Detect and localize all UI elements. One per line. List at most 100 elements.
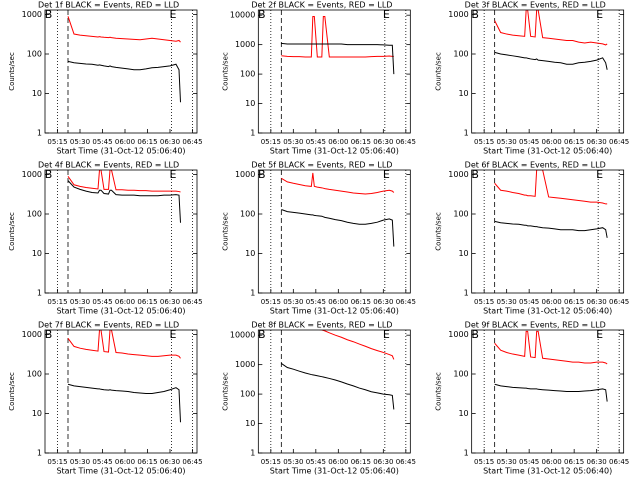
panel-title: Det 8f BLACK = Events, RED = LLD (251, 321, 392, 330)
x-tick-label: 06:15 (137, 298, 157, 306)
x-tick-label: 06:00 (542, 458, 562, 466)
x-tick-label: 06:15 (351, 458, 371, 466)
panel: Det 9f BLACK = Events, RED = LLD Start Ti… (435, 321, 630, 476)
annotation: E (383, 168, 390, 181)
y-tick-label: 10000 (230, 11, 255, 20)
x-tick-label: 06:30 (373, 298, 393, 306)
y-tick-label: 10 (32, 409, 42, 418)
y-tick-label: 10 (458, 89, 468, 98)
x-tick-label: 05:30 (283, 138, 303, 146)
data-line (67, 383, 181, 423)
data-line (281, 209, 395, 247)
x-tick-label: 06:45 (609, 298, 629, 306)
data-line (494, 330, 608, 365)
data-line (494, 383, 608, 402)
x-tick-label: 06:15 (564, 298, 584, 306)
panel: Det 1f BLACK = Events, RED = LLD Start Ti… (8, 1, 203, 156)
panel: Det 8f BLACK = Events, RED = LLD Start Ti… (221, 321, 416, 476)
x-tick-label: 05:30 (497, 138, 517, 146)
plot-frame (471, 169, 625, 294)
x-tick-label: 05:15 (47, 458, 67, 466)
x-tick-label: 06:45 (609, 138, 629, 146)
panel-title: Det 7f BLACK = Events, RED = LLD (38, 321, 179, 330)
data-line (281, 16, 394, 58)
data-line (494, 51, 608, 70)
x-tick-label: 05:30 (283, 298, 303, 306)
x-tick-label: 05:30 (283, 458, 303, 466)
x-tick-label: 06:00 (115, 298, 135, 306)
x-tick-label: 05:30 (497, 298, 517, 306)
y-axis-label: Counts/sec (8, 52, 16, 91)
x-tick-label: 06:00 (328, 138, 348, 146)
plot-frame (44, 169, 198, 294)
x-tick-label: 05:15 (261, 138, 281, 146)
x-tick-label: 06:30 (587, 458, 607, 466)
plot-frame (44, 329, 198, 454)
y-tick-label: 1000 (235, 40, 255, 49)
y-tick-label: 100 (453, 50, 468, 59)
panel: Det 4f BLACK = Events, RED = LLD Start Ti… (8, 161, 203, 316)
y-tick-label: 10 (32, 249, 42, 258)
y-tick-label: 100 (453, 370, 468, 379)
annotation: E (170, 168, 177, 181)
x-tick-label: 06:30 (373, 138, 393, 146)
panel-title: Det 5f BLACK = Events, RED = LLD (251, 161, 392, 170)
x-tick-label: 05:15 (47, 138, 67, 146)
x-axis-label: Start Time (31-Oct-12 05:06:40) (483, 467, 612, 476)
x-tick-label: 05:15 (47, 298, 67, 306)
y-tick-label: 1 (250, 449, 255, 458)
x-tick-label: 06:30 (587, 138, 607, 146)
annotation: E (596, 168, 603, 181)
x-axis-label: Start Time (31-Oct-12 05:06:40) (270, 147, 399, 156)
data-line (281, 363, 395, 410)
x-tick-label: 06:30 (587, 298, 607, 306)
x-tick-label: 06:45 (182, 138, 202, 146)
panel-title: Det 4f BLACK = Events, RED = LLD (38, 161, 179, 170)
y-tick-label: 1000 (235, 170, 255, 179)
y-tick-label: 100 (453, 210, 468, 219)
y-tick-label: 1000 (235, 360, 255, 369)
y-tick-label: 1 (37, 129, 42, 138)
x-tick-label: 06:00 (328, 298, 348, 306)
x-tick-label: 05:30 (497, 458, 517, 466)
panel: Det 3f BLACK = Events, RED = LLD Start Ti… (435, 1, 630, 156)
panel-title: Det 1f BLACK = Events, RED = LLD (38, 1, 179, 10)
data-line (319, 330, 395, 360)
x-axis-label: Start Time (31-Oct-12 05:06:40) (270, 467, 399, 476)
y-tick-label: 1000 (22, 170, 42, 179)
data-line (281, 172, 395, 195)
x-tick-label: 06:45 (396, 458, 416, 466)
annotation: E (383, 328, 390, 341)
y-tick-label: 100 (240, 70, 255, 79)
y-tick-label: 100 (27, 210, 42, 219)
annotation: B (471, 328, 479, 341)
x-tick-label: 05:45 (519, 298, 539, 306)
x-tick-label: 06:30 (160, 298, 180, 306)
annotation: E (596, 8, 603, 21)
data-line (494, 170, 608, 205)
x-tick-label: 06:30 (160, 138, 180, 146)
x-tick-label: 05:30 (70, 458, 90, 466)
x-tick-label: 05:45 (92, 458, 112, 466)
y-tick-label: 1000 (448, 10, 468, 19)
y-tick-label: 1 (464, 289, 469, 298)
y-tick-label: 100 (240, 210, 255, 219)
x-tick-label: 05:45 (92, 298, 112, 306)
y-tick-label: 10 (458, 409, 468, 418)
panel-title: Det 6f BLACK = Events, RED = LLD (465, 161, 606, 170)
x-tick-label: 05:15 (474, 298, 494, 306)
y-tick-label: 1000 (22, 10, 42, 19)
y-tick-label: 10 (32, 89, 42, 98)
panel-title: Det 2f BLACK = Events, RED = LLD (251, 1, 392, 10)
x-tick-label: 06:15 (564, 138, 584, 146)
y-tick-label: 10 (245, 99, 255, 108)
x-tick-label: 05:45 (519, 458, 539, 466)
x-axis-label: Start Time (31-Oct-12 05:06:40) (56, 147, 185, 156)
annotation: B (258, 168, 266, 181)
x-tick-label: 05:45 (306, 458, 326, 466)
x-tick-label: 06:15 (137, 138, 157, 146)
x-axis-label: Start Time (31-Oct-12 05:06:40) (56, 307, 185, 316)
x-tick-label: 06:30 (160, 458, 180, 466)
x-tick-label: 05:45 (519, 138, 539, 146)
x-tick-label: 06:45 (182, 298, 202, 306)
